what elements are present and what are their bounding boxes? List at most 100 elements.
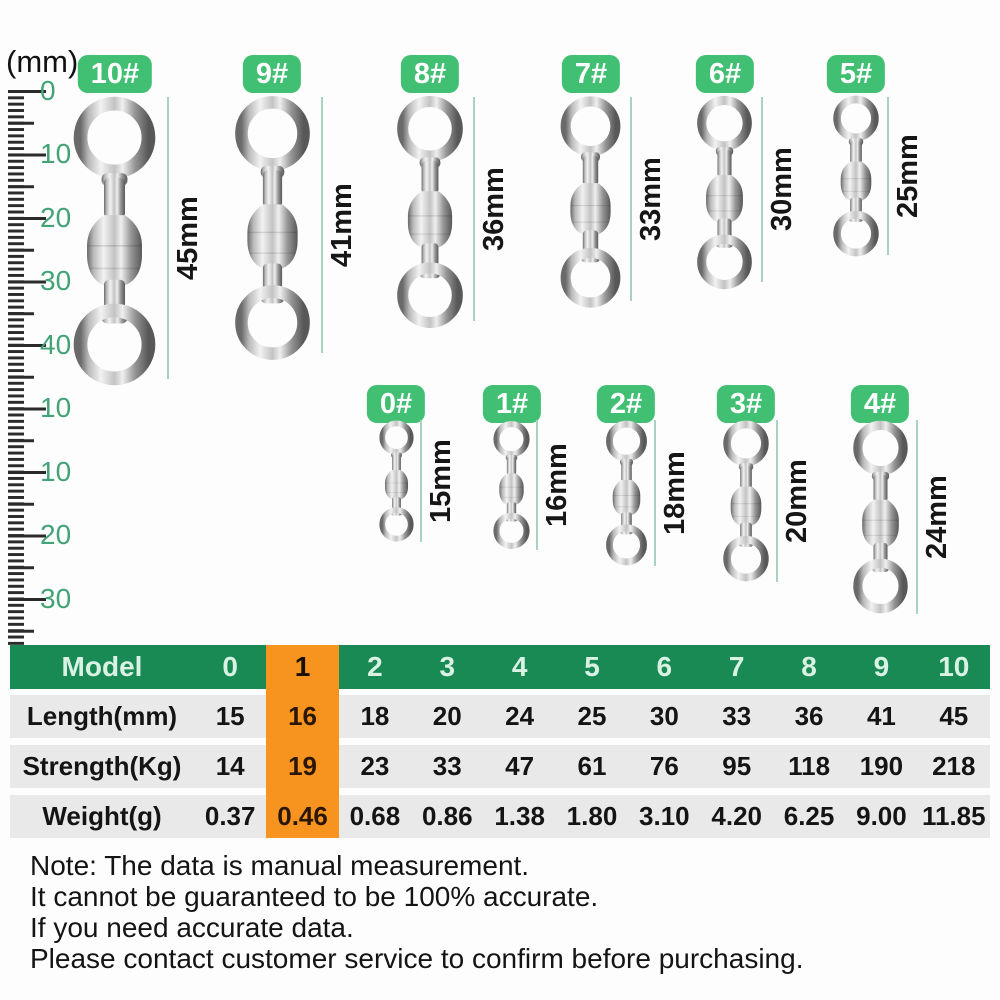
- measure-line: [420, 420, 422, 542]
- header-cell-5: 5: [555, 645, 629, 689]
- swivel-figure: [376, 420, 417, 542]
- header-cell-7: 7: [700, 645, 773, 689]
- table-cell: 36: [772, 695, 846, 738]
- measure-line: [473, 97, 475, 321]
- table-cell: 6.25: [772, 795, 846, 838]
- table-cell: 118: [772, 745, 846, 788]
- table-row-strength: Strength(Kg) 14 19 23 33 47 61 76 95 118…: [10, 745, 990, 788]
- ruler-label: 10: [40, 138, 72, 169]
- table-cell: 4.20: [700, 795, 773, 838]
- ruler-label: 0: [40, 75, 56, 106]
- measure-label: 41mm: [326, 183, 358, 267]
- header-cell-model: Model: [10, 645, 194, 689]
- table-cell: 61: [555, 745, 629, 788]
- size-badge: 9#: [242, 55, 302, 93]
- size-badge: 2#: [596, 385, 656, 423]
- measure-line: [916, 420, 918, 614]
- header-cell-0: 0: [194, 645, 267, 689]
- table-cell: 3.10: [628, 795, 701, 838]
- table-cell: 218: [917, 745, 990, 788]
- table-cell: 33: [411, 745, 484, 788]
- table-cell: 47: [483, 745, 556, 788]
- table-header-row: Model 0 1 2 3 4 5 6 7 8 9 10: [10, 645, 990, 689]
- header-cell-4: 4: [483, 645, 556, 689]
- header-cell-9: 9: [845, 645, 918, 689]
- ruler-label: 20: [40, 202, 72, 233]
- swivel-7: 33mm: [555, 95, 667, 309]
- swivel-figure: [391, 95, 469, 329]
- swivel-4: 24mm: [848, 420, 953, 614]
- measure-label: 25mm: [892, 134, 924, 218]
- header-cell-10: 10: [917, 645, 990, 689]
- table-cell: 0.46: [277, 801, 328, 831]
- swivel-3: 20mm: [719, 420, 813, 582]
- table-cell: 1.80: [555, 795, 629, 838]
- header-cell-2: 2: [338, 645, 412, 689]
- size-badge: 6#: [695, 55, 755, 93]
- note-text: Note: The data is manual measurement. It…: [30, 851, 803, 975]
- measure-label: 16mm: [541, 443, 573, 527]
- ruler-label: 40: [40, 329, 72, 360]
- ruler-unit-label: (mm): [6, 44, 79, 79]
- swivel-9: 41mm: [228, 95, 358, 361]
- ruler-label: 30: [40, 583, 72, 614]
- ruler-label: 30: [40, 265, 72, 296]
- measure-label: 24mm: [921, 475, 953, 559]
- table-row-weight: Weight(g) 0.37 0.46 0.68 0.86 1.38 1.80 …: [10, 795, 990, 838]
- header-cell-6: 6: [628, 645, 701, 689]
- table-cell: 23: [338, 745, 412, 788]
- size-badge: 8#: [400, 55, 460, 93]
- swivel-figure: [848, 420, 913, 614]
- size-badge: 0#: [366, 385, 426, 423]
- measure-label: 33mm: [635, 157, 667, 241]
- ruler-label: 10: [40, 456, 72, 487]
- swivel-figure: [602, 420, 651, 566]
- table-cell: 20: [411, 695, 484, 738]
- table-cell: 41: [845, 695, 918, 738]
- measure-line: [536, 420, 538, 550]
- header-cell-8: 8: [772, 645, 846, 689]
- table-cell: 14: [194, 745, 267, 788]
- measure-label: 30mm: [766, 147, 798, 232]
- table-cell: 45: [917, 695, 990, 738]
- table-cell: 15: [194, 695, 267, 738]
- ruler-label: 10: [40, 392, 72, 423]
- row-label-length: Length(mm): [10, 695, 194, 738]
- table-cell: 95: [700, 745, 773, 788]
- header-cell-3: 3: [411, 645, 484, 689]
- table-cell: 0.86: [411, 795, 484, 838]
- table-row-length: Length(mm) 15 16 18 20 24 25 30 33 36 41…: [10, 695, 990, 738]
- measure-label: 18mm: [659, 451, 691, 535]
- swivel-figure: [66, 95, 163, 387]
- size-badge: 4#: [850, 385, 910, 423]
- table-cell: 0.68: [338, 795, 412, 838]
- row-label-weight: Weight(g): [10, 795, 194, 838]
- measure-line: [761, 97, 763, 282]
- table-cell: 19: [288, 751, 317, 781]
- swivel-figure: [829, 95, 883, 257]
- table-cell: 190: [845, 745, 918, 788]
- table-cell: 25: [555, 695, 629, 738]
- swivel-2: 18mm: [602, 420, 691, 566]
- size-badge: 7#: [561, 55, 621, 93]
- table-cell: 9.00: [845, 795, 918, 838]
- ruler: [8, 90, 46, 646]
- table-cell: 18: [338, 695, 412, 738]
- note-line: It cannot be guaranteed to be 100% accur…: [30, 881, 599, 912]
- measure-label: 45mm: [172, 196, 204, 280]
- swivel-figure: [490, 420, 533, 550]
- note-line: Please contact customer service to confi…: [30, 943, 804, 974]
- highlight-column: [266, 645, 339, 838]
- swivel-1: 16mm: [490, 420, 573, 550]
- table-cell: 76: [628, 745, 701, 788]
- table-cell: 24: [483, 695, 556, 738]
- ruler-label: 20: [40, 519, 72, 550]
- measure-label: 15mm: [425, 439, 457, 523]
- table-cell: 1.38: [483, 795, 556, 838]
- measure-line: [776, 420, 778, 582]
- measure-line: [321, 97, 323, 353]
- table-cell: 16: [288, 701, 317, 731]
- swivel-6: 30mm: [692, 95, 798, 290]
- measure-line: [167, 97, 169, 379]
